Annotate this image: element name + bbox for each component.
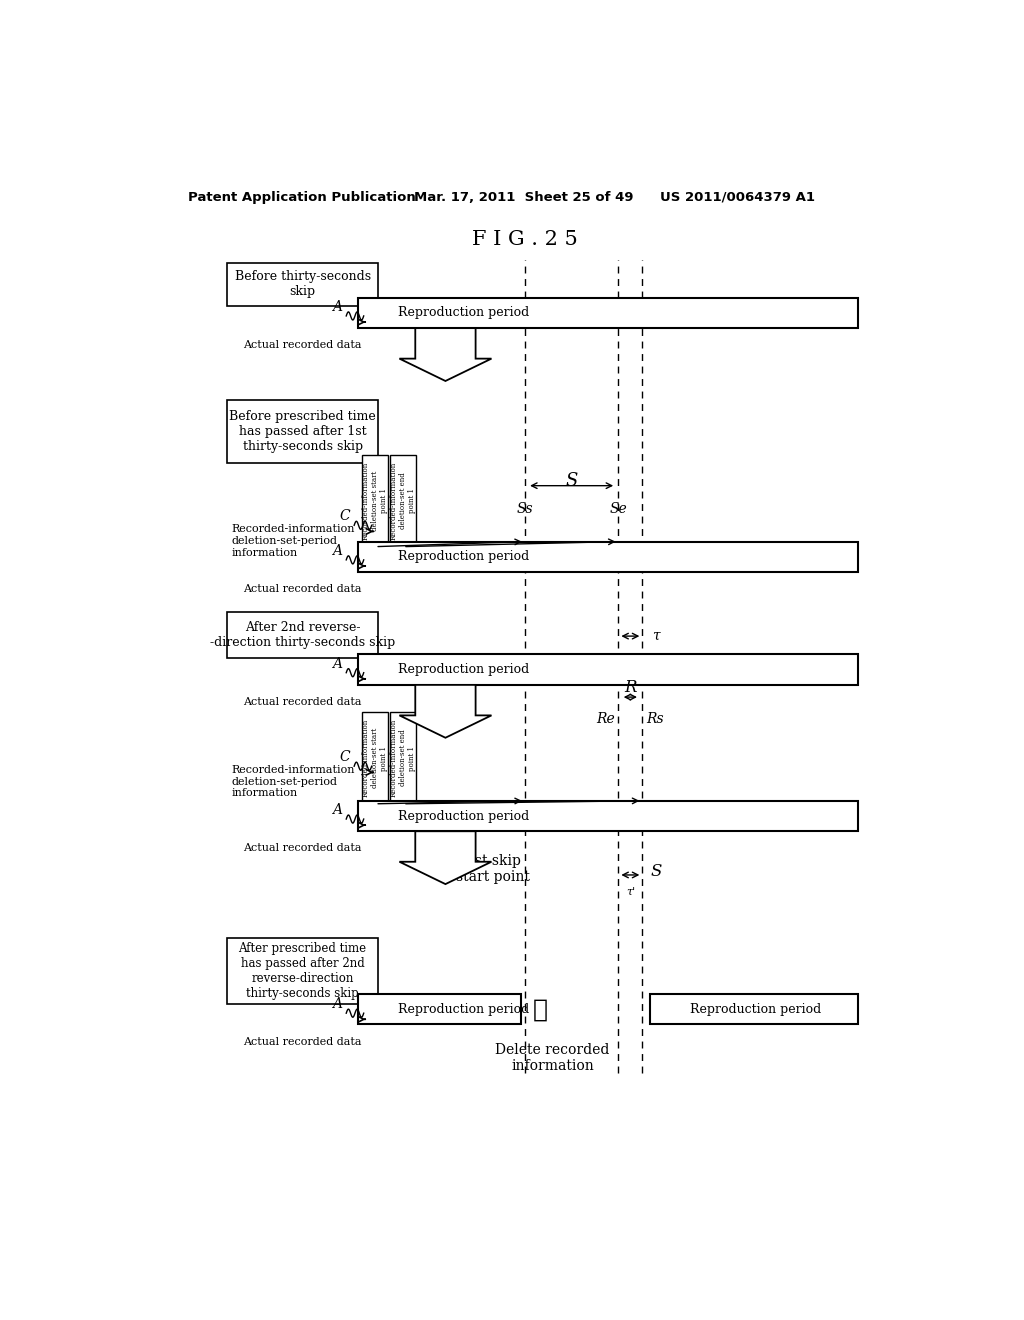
FancyBboxPatch shape <box>358 297 858 329</box>
Text: Recorded-information
deletion-set start
point 1: Recorded-information deletion-set start … <box>362 462 388 540</box>
Text: Actual recorded data: Actual recorded data <box>243 585 361 594</box>
Text: Se: Se <box>609 502 628 516</box>
Polygon shape <box>399 685 492 738</box>
FancyBboxPatch shape <box>227 263 378 306</box>
Text: Ss: Ss <box>516 502 534 516</box>
FancyBboxPatch shape <box>227 400 378 463</box>
Text: C: C <box>340 750 350 764</box>
Text: Before prescribed time
has passed after 1st
thirty-seconds skip: Before prescribed time has passed after … <box>229 411 376 453</box>
Text: Recorded-information
deletion-set-period
information: Recorded-information deletion-set-period… <box>231 766 354 799</box>
FancyBboxPatch shape <box>390 455 416 546</box>
Text: Re: Re <box>596 713 614 726</box>
FancyBboxPatch shape <box>227 611 378 659</box>
FancyBboxPatch shape <box>358 655 858 685</box>
FancyBboxPatch shape <box>227 939 378 1005</box>
Text: R: R <box>624 680 637 697</box>
Text: τ: τ <box>652 630 659 643</box>
Text: 1st skip
start point: 1st skip start point <box>456 854 530 884</box>
FancyBboxPatch shape <box>358 541 858 572</box>
FancyBboxPatch shape <box>362 713 388 804</box>
Text: Actual recorded data: Actual recorded data <box>243 1036 361 1047</box>
Text: US 2011/0064379 A1: US 2011/0064379 A1 <box>659 191 815 203</box>
Text: S: S <box>565 471 578 490</box>
Text: Recorded-information
deletion-set end
point 1: Recorded-information deletion-set end po… <box>390 462 416 540</box>
Text: Mar. 17, 2011  Sheet 25 of 49: Mar. 17, 2011 Sheet 25 of 49 <box>414 191 633 203</box>
Text: Reproduction period: Reproduction period <box>397 809 529 822</box>
Text: Rs: Rs <box>646 713 664 726</box>
FancyBboxPatch shape <box>650 994 858 1024</box>
FancyBboxPatch shape <box>358 994 521 1024</box>
Text: A: A <box>332 803 342 817</box>
Text: F I G . 2 5: F I G . 2 5 <box>472 230 578 248</box>
Text: A: A <box>332 656 342 671</box>
Text: A: A <box>332 300 342 314</box>
Text: S: S <box>650 863 662 880</box>
Text: Actual recorded data: Actual recorded data <box>243 843 361 854</box>
Text: Reproduction period: Reproduction period <box>397 663 529 676</box>
Text: Before thirty-seconds
skip: Before thirty-seconds skip <box>234 271 371 298</box>
Text: Delete recorded
information: Delete recorded information <box>496 1043 609 1073</box>
Text: Reproduction period: Reproduction period <box>397 306 529 319</box>
Text: A: A <box>332 544 342 558</box>
Text: After prescribed time
has passed after 2nd
reverse-direction
thirty-seconds skip: After prescribed time has passed after 2… <box>239 942 367 1001</box>
Text: After 2nd reverse-
-direction thirty-seconds skip: After 2nd reverse- -direction thirty-sec… <box>210 622 395 649</box>
Text: Patent Application Publication: Patent Application Publication <box>187 191 416 203</box>
Text: Reproduction period: Reproduction period <box>397 1003 529 1015</box>
Polygon shape <box>399 329 492 381</box>
Text: τ': τ' <box>626 887 635 898</box>
Text: Actual recorded data: Actual recorded data <box>243 341 361 350</box>
Text: Actual recorded data: Actual recorded data <box>243 697 361 708</box>
Text: C: C <box>340 510 350 523</box>
Text: Reproduction period: Reproduction period <box>690 1003 821 1015</box>
Text: Recorded-information
deletion-set start
point 1: Recorded-information deletion-set start … <box>362 719 388 797</box>
FancyBboxPatch shape <box>362 455 388 546</box>
FancyBboxPatch shape <box>358 801 858 832</box>
Polygon shape <box>399 832 492 884</box>
Text: A: A <box>332 997 342 1011</box>
Text: Reproduction period: Reproduction period <box>397 550 529 564</box>
FancyBboxPatch shape <box>390 713 416 804</box>
Text: Recorded-information
deletion-set-period
information: Recorded-information deletion-set-period… <box>231 524 354 557</box>
Text: Recorded-information
deletion-set end
point 1: Recorded-information deletion-set end po… <box>390 719 416 797</box>
Text: ✕: ✕ <box>534 997 548 1022</box>
